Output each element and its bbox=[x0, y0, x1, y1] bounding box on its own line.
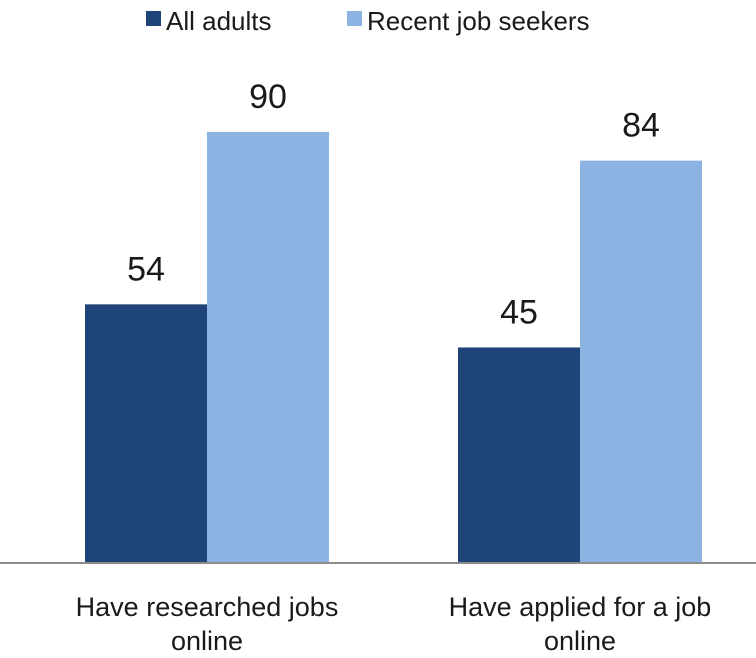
legend-swatch-0 bbox=[146, 11, 161, 26]
legend: All adults Recent job seekers bbox=[146, 6, 590, 36]
bars-group bbox=[85, 131, 702, 563]
legend-label-1: Recent job seekers bbox=[367, 6, 590, 36]
category-label-1-line-0: Have applied for a job bbox=[449, 592, 712, 622]
legend-label-0: All adults bbox=[166, 6, 272, 36]
bar-0-1 bbox=[458, 347, 580, 563]
value-label-0-1: 45 bbox=[500, 293, 538, 331]
legend-swatch-1 bbox=[347, 11, 362, 26]
value-label-1-0: 90 bbox=[249, 78, 287, 116]
value-labels-group: 54 45 90 84 bbox=[127, 78, 660, 332]
bar-1-0 bbox=[207, 131, 329, 563]
category-label-0-line-0: Have researched jobs bbox=[76, 592, 339, 622]
value-label-0-0: 54 bbox=[127, 250, 165, 288]
bar-0-0 bbox=[85, 304, 207, 563]
category-label-1-line-1: online bbox=[544, 626, 616, 656]
category-label-0-line-1: online bbox=[171, 626, 243, 656]
bar-1-1 bbox=[580, 160, 702, 563]
value-label-1-1: 84 bbox=[622, 107, 660, 145]
category-labels-group: Have researched jobs online Have applied f… bbox=[76, 592, 712, 656]
